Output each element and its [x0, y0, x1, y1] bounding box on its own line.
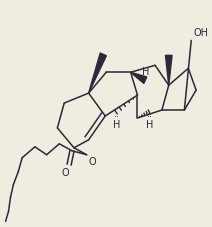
- Text: O: O: [61, 168, 69, 178]
- Polygon shape: [165, 55, 172, 85]
- Text: H: H: [142, 67, 149, 77]
- Text: O: O: [89, 157, 96, 167]
- Text: OH: OH: [193, 28, 208, 38]
- Text: $\ddot{\mathrm{H}}$: $\ddot{\mathrm{H}}$: [112, 115, 120, 131]
- Text: $\ddot{\mathrm{H}}$: $\ddot{\mathrm{H}}$: [145, 115, 153, 131]
- Polygon shape: [89, 53, 106, 93]
- Polygon shape: [131, 72, 147, 84]
